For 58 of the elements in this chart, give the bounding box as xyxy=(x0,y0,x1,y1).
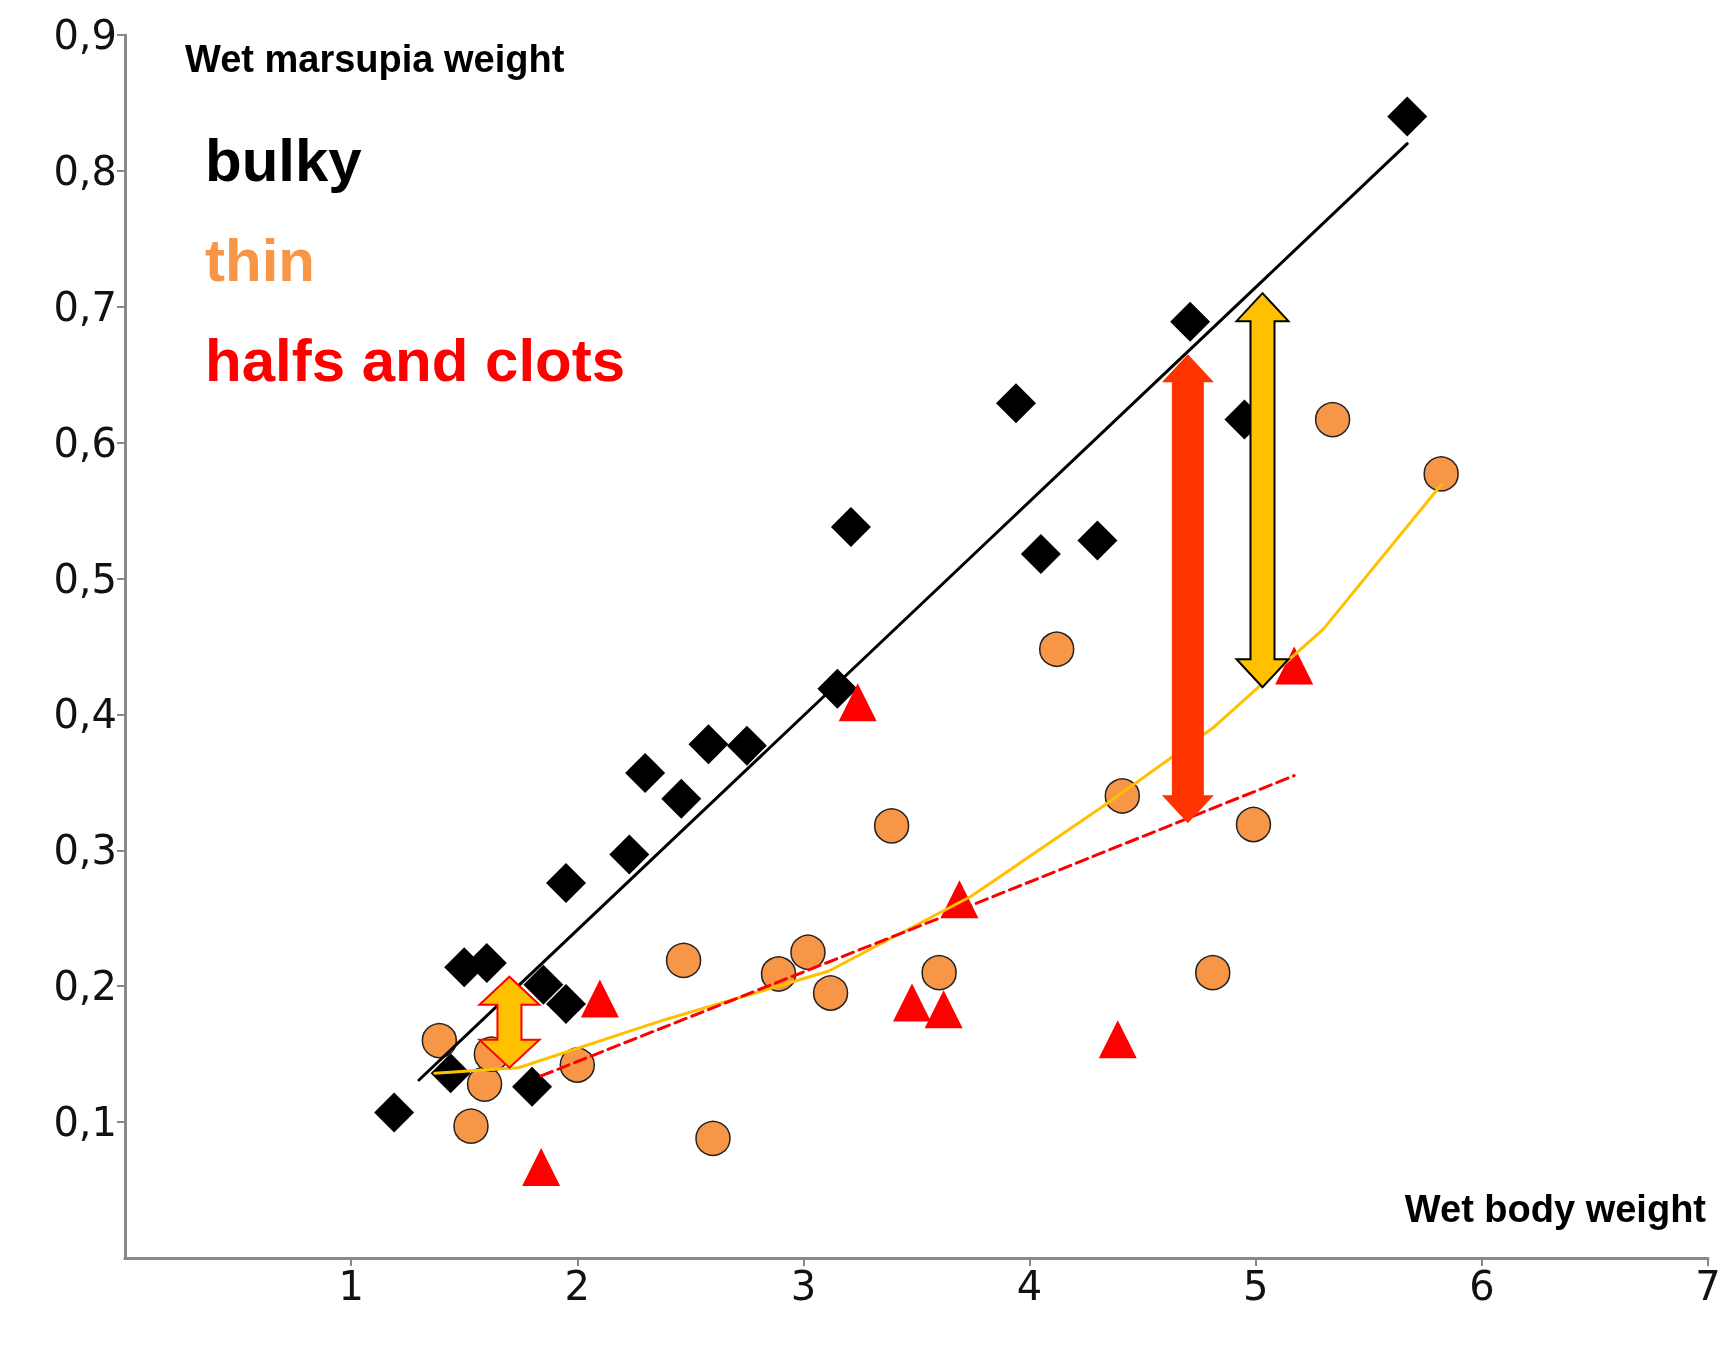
y-axis-title: Wet marsupia weight xyxy=(185,38,565,80)
point xyxy=(726,725,767,766)
point xyxy=(665,942,702,979)
point xyxy=(523,964,564,1005)
y-tick-label: 0,7 xyxy=(53,283,117,330)
point xyxy=(1387,96,1428,137)
point xyxy=(996,383,1036,424)
y-tick-label: 0,9 xyxy=(53,12,117,58)
text: thin xyxy=(205,226,315,294)
y-tick-label: 0,8 xyxy=(53,147,117,194)
text: bulky xyxy=(205,126,363,194)
point xyxy=(1098,1020,1137,1059)
y-tick-label: 0,6 xyxy=(53,419,117,466)
x-tick-label: 3 xyxy=(790,1263,817,1309)
point xyxy=(421,1022,458,1059)
point xyxy=(512,1066,553,1107)
y-tick-label: 0,2 xyxy=(53,963,117,1010)
y-tick-label: 0,4 xyxy=(53,691,117,738)
point xyxy=(688,724,729,765)
point xyxy=(1170,301,1211,342)
point xyxy=(609,834,650,875)
x-tick-label: 5 xyxy=(1242,1263,1269,1309)
x-tick-label: 2 xyxy=(564,1263,591,1309)
point xyxy=(1314,401,1351,438)
point xyxy=(812,975,849,1011)
point xyxy=(522,1147,561,1186)
x-tick-label: 7 xyxy=(1695,1263,1721,1309)
point xyxy=(1423,456,1459,492)
point xyxy=(580,979,619,1018)
point xyxy=(790,934,826,970)
x-tick-label: 6 xyxy=(1469,1263,1495,1309)
point xyxy=(1235,806,1272,843)
x-tick-label: 4 xyxy=(1016,1263,1043,1309)
point xyxy=(661,778,702,819)
y-tick-label: 0,1 xyxy=(53,1099,117,1146)
point xyxy=(830,506,871,547)
point xyxy=(1195,954,1231,991)
x-tick-label: 1 xyxy=(338,1263,364,1309)
point xyxy=(695,1120,731,1157)
point xyxy=(545,983,586,1024)
point xyxy=(1077,520,1118,561)
text: halfs and clots xyxy=(205,326,626,394)
point xyxy=(1020,534,1061,575)
point xyxy=(873,808,910,844)
point xyxy=(466,1066,503,1102)
point xyxy=(1038,631,1075,667)
y-tick-label: 0,3 xyxy=(53,827,117,874)
point xyxy=(924,990,963,1029)
point xyxy=(892,983,931,1022)
point xyxy=(921,954,957,991)
point xyxy=(453,1108,489,1144)
point xyxy=(374,1092,415,1133)
point xyxy=(838,683,877,722)
point xyxy=(1275,646,1314,685)
point xyxy=(625,752,666,793)
y-tick-label: 0,5 xyxy=(53,555,117,602)
point xyxy=(545,862,586,903)
x-axis-title: Wet body weight xyxy=(1404,1188,1707,1230)
